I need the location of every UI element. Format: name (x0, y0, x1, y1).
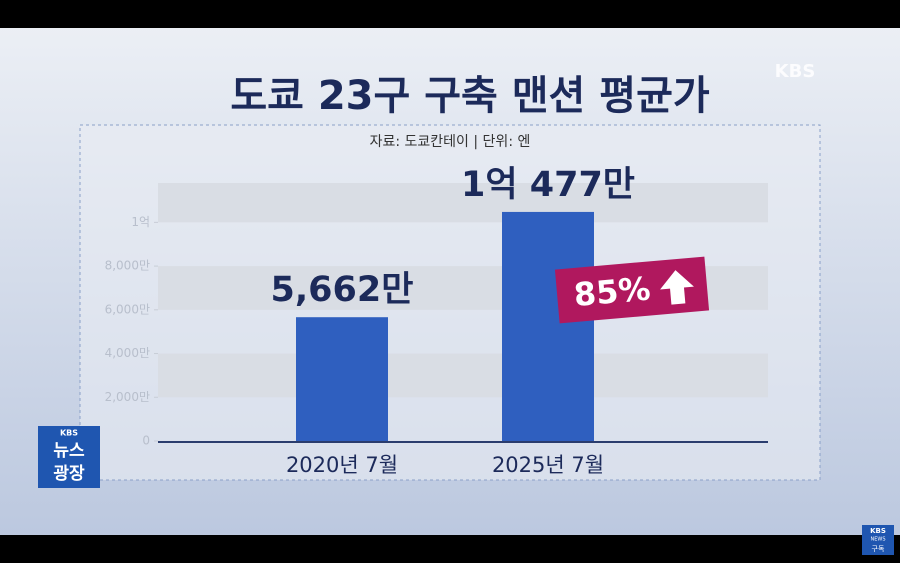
y-tick-label: 0 (142, 434, 150, 448)
change-badge: 85% (554, 256, 710, 324)
bar (296, 317, 388, 441)
y-tick-label: 4,000만 (105, 346, 150, 360)
subscribe-label: 구독 (872, 545, 885, 553)
up-arrow (660, 270, 694, 305)
chart-title: 도쿄 23구 구축 맨션 평균가 (230, 73, 710, 119)
subscribe-sub: NEWS (870, 537, 885, 543)
y-tick-label: 2,000만 (105, 390, 150, 404)
value-label: 5,662만 (271, 270, 414, 310)
subscribe-brand: KBS (870, 527, 886, 535)
badge-line2: 광장 (53, 464, 85, 484)
y-tick-label: 6,000만 (105, 302, 150, 316)
subscribe-bg[interactable] (862, 525, 894, 555)
annotation: 85% (572, 269, 652, 314)
badge-rect (554, 256, 710, 324)
grid-band (158, 183, 768, 223)
bar (502, 211, 594, 441)
y-tick-label: 8,000만 (105, 259, 150, 273)
x-tick-label: 2025년 7월 (492, 453, 604, 477)
subscribe-button[interactable]: KBS NEWS 구독 (862, 525, 894, 555)
value-label: 1억 477만 (461, 165, 635, 205)
badge-line1: 뉴스 (53, 441, 85, 461)
channel-logo: KBS (775, 61, 816, 82)
letterbox-top (0, 0, 900, 28)
letterbox-bottom (0, 535, 900, 563)
program-badge: KBS 뉴스 광장 (38, 426, 100, 488)
badge-brand: KBS (60, 429, 78, 438)
chart-subtitle: 자료: 도쿄칸테이 | 단위: 엔 (370, 134, 531, 150)
x-tick-label: 2020년 7월 (286, 453, 398, 477)
grid-band (158, 353, 768, 398)
badge-bg (38, 426, 100, 488)
y-tick-label: 1억 (131, 215, 150, 229)
